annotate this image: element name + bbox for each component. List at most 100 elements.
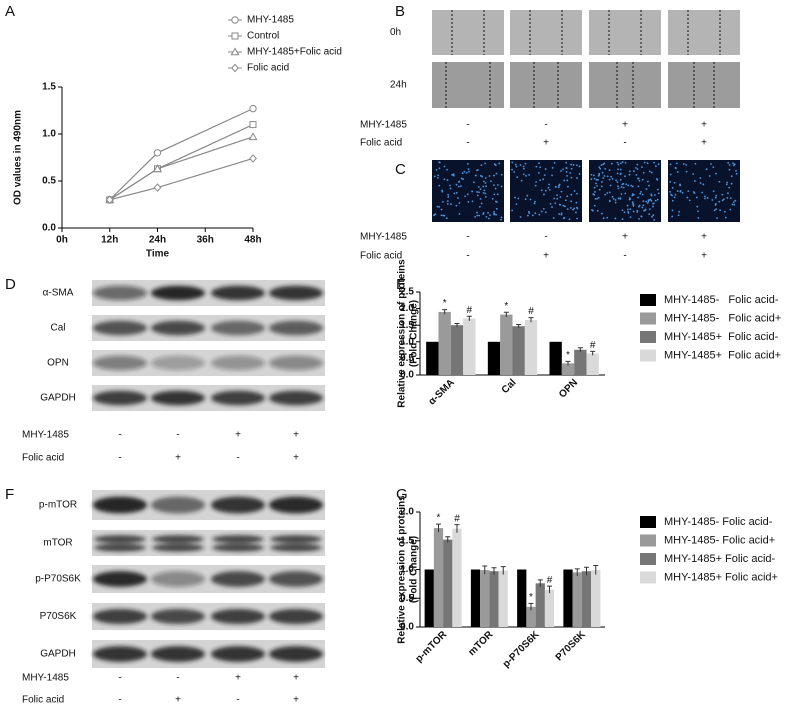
nucleus — [566, 208, 569, 211]
band-part — [94, 543, 146, 552]
x-tick-label: 48h — [244, 235, 261, 246]
micrograph — [510, 10, 582, 55]
nucleus — [527, 214, 529, 217]
nucleus — [679, 184, 682, 187]
nucleus — [732, 162, 734, 165]
nucleus — [559, 196, 562, 198]
treatment-sign: + — [293, 695, 299, 706]
nucleus — [674, 166, 677, 169]
nucleus — [590, 173, 593, 176]
error-bar — [577, 347, 583, 352]
nucleus — [547, 186, 550, 189]
nucleus — [511, 168, 513, 171]
nucleus — [599, 167, 602, 170]
nucleus — [671, 199, 674, 202]
nucleus — [449, 184, 451, 187]
error-bar — [503, 311, 509, 317]
micrograph — [668, 10, 740, 55]
nucleus — [495, 213, 497, 216]
nucleus — [468, 170, 470, 173]
nucleus — [687, 190, 690, 193]
error-bar — [466, 315, 472, 321]
nucleus — [520, 179, 523, 182]
nucleus — [636, 163, 639, 166]
bar — [463, 318, 476, 375]
nucleus — [636, 168, 639, 170]
nucleus — [484, 195, 487, 198]
nucleus — [686, 196, 689, 199]
nucleus — [598, 173, 601, 176]
nucleus — [456, 197, 459, 199]
nucleus — [475, 174, 477, 177]
nucleus — [573, 190, 576, 192]
nucleus — [713, 209, 716, 212]
nucleus — [500, 185, 503, 188]
nucleus — [625, 183, 628, 186]
blot-band — [93, 646, 147, 662]
nucleus — [704, 195, 706, 198]
treatment-sign: - — [544, 232, 547, 243]
nucleus — [493, 174, 495, 177]
nucleus — [621, 209, 624, 212]
y-axis-label: (Fold Change) — [409, 300, 420, 367]
nucleus — [669, 173, 672, 176]
band-part — [151, 496, 205, 514]
nucleus — [600, 212, 603, 215]
nucleus — [671, 186, 674, 189]
nucleus — [554, 202, 557, 205]
nucleus — [724, 216, 727, 219]
legend-label: MHY-1485- Folic acid+ — [664, 534, 775, 546]
point — [230, 47, 240, 56]
nucleus — [697, 210, 699, 213]
treatment-sign: - — [118, 430, 121, 441]
nucleus — [539, 166, 542, 169]
nucleus — [479, 188, 482, 191]
nucleus — [641, 166, 643, 168]
nucleus — [494, 200, 497, 203]
treatment-label: MHY-1485 — [360, 232, 407, 243]
blot-band — [93, 320, 147, 336]
blot-label: p-mTOR — [39, 500, 77, 511]
x-tick-label: OPN — [557, 377, 580, 400]
nucleus — [476, 191, 479, 193]
nucleus — [621, 161, 624, 163]
nucleus — [676, 171, 679, 173]
significance-mark: * — [529, 592, 533, 603]
nucleus — [710, 163, 712, 165]
band-part — [151, 608, 205, 625]
blot-label: mTOR — [43, 538, 72, 549]
band-part — [211, 355, 265, 371]
blot-band — [269, 496, 323, 514]
nucleus — [446, 179, 449, 181]
nucleus — [671, 194, 673, 197]
nucleus — [595, 182, 597, 185]
nucleus — [637, 196, 639, 199]
error-bar — [516, 324, 522, 328]
nucleus — [628, 197, 631, 200]
blot-band — [151, 390, 205, 406]
nucleus — [567, 185, 569, 188]
nucleus — [645, 200, 648, 203]
nucleus — [657, 163, 660, 166]
nucleus — [578, 165, 581, 168]
blot-label: α-SMA — [43, 288, 74, 299]
band-part — [212, 543, 264, 552]
nucleus — [714, 196, 717, 199]
nucleus — [570, 176, 573, 179]
nucleus — [721, 193, 724, 196]
bar — [574, 349, 587, 375]
nucleus — [563, 205, 566, 208]
nucleus — [728, 168, 731, 171]
error-bar — [445, 536, 451, 543]
nucleus — [440, 214, 443, 217]
y-axis-label: Relative expression of proteins — [397, 259, 408, 408]
band-part — [211, 496, 265, 514]
bar — [450, 325, 464, 375]
blot-label: GAPDH — [40, 649, 76, 660]
nucleus — [623, 211, 626, 214]
nucleus — [678, 210, 680, 213]
bar — [517, 569, 527, 627]
nucleus — [641, 193, 644, 196]
nucleus — [461, 172, 464, 175]
nucleus — [485, 215, 488, 218]
